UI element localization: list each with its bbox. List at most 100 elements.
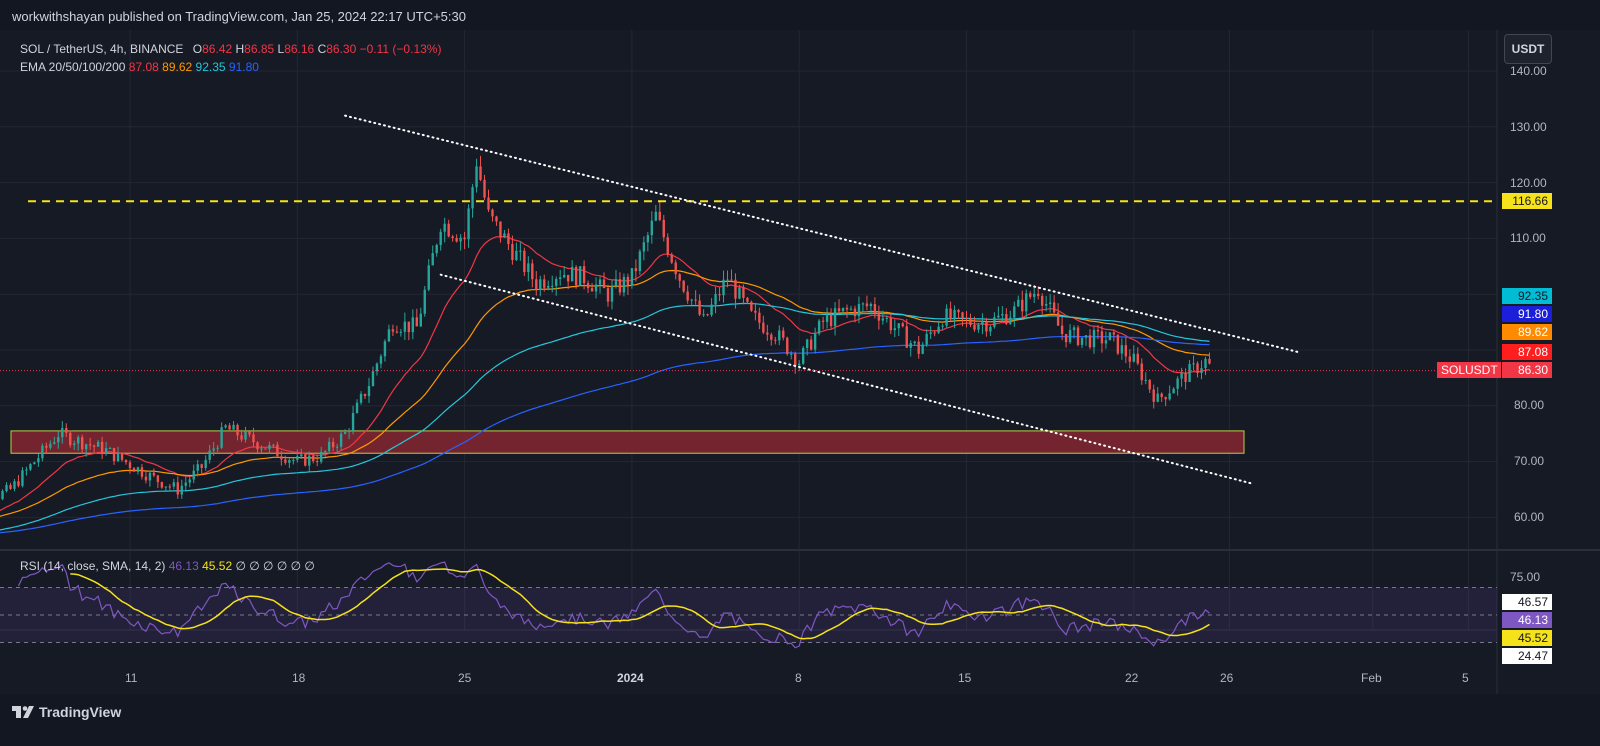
candle-body	[1172, 388, 1175, 394]
candle-body	[829, 315, 833, 327]
candle-body	[140, 467, 144, 477]
candle-body	[1064, 334, 1068, 343]
candle-body	[758, 312, 761, 323]
candle-body	[192, 470, 195, 480]
candle-body	[905, 326, 908, 348]
candle-body	[1037, 293, 1040, 296]
candle-body	[41, 445, 44, 459]
candle-body	[184, 482, 187, 486]
candle-body	[515, 250, 518, 261]
candle-body	[543, 279, 546, 288]
tradingview-logo[interactable]: TradingView	[12, 704, 121, 720]
candle-body	[881, 318, 885, 321]
candle-body	[1084, 335, 1088, 338]
candle-body	[985, 321, 988, 332]
candle-body	[1120, 345, 1124, 354]
rsi-sma-tag: 45.52	[1502, 630, 1552, 646]
candle-body	[475, 166, 478, 188]
candle-body	[1180, 372, 1183, 379]
candle-body	[144, 476, 148, 481]
candle-body	[399, 331, 403, 333]
candle-body	[459, 237, 462, 242]
candle-body	[666, 237, 669, 255]
open-value: 86.42	[202, 42, 233, 56]
candle-body	[439, 231, 442, 245]
candle-body	[1104, 340, 1108, 344]
candle-body	[953, 309, 956, 319]
candle-body	[598, 279, 602, 285]
candle-body	[925, 333, 928, 345]
candle-body	[379, 356, 383, 364]
candle-body	[152, 472, 156, 476]
candle-body	[1044, 303, 1048, 306]
candle-body	[917, 341, 920, 354]
candle-body	[100, 441, 104, 455]
time-tick-label: 2024	[617, 671, 644, 685]
time-tick-label: 26	[1220, 671, 1234, 685]
candle-body	[1013, 306, 1016, 318]
candle-body	[1124, 345, 1128, 357]
candle-body	[487, 197, 490, 210]
candle-body	[702, 314, 705, 316]
time-tick-label: 11	[125, 671, 138, 685]
chart-canvas[interactable]	[0, 30, 1600, 694]
candle-body	[84, 444, 88, 450]
candle-body	[698, 300, 701, 315]
candle-body	[280, 456, 283, 460]
candle-body	[13, 481, 16, 489]
price-tick-label: 130.00	[1510, 120, 1547, 134]
candle-body	[885, 317, 889, 319]
candle-body	[164, 486, 168, 488]
close-value: 86.30	[326, 42, 357, 56]
candle-body	[1068, 330, 1072, 343]
candle-body	[825, 315, 829, 322]
close-label: C	[317, 42, 327, 56]
candle-body	[288, 460, 291, 463]
candle-body	[483, 179, 486, 198]
candle-body	[654, 211, 657, 221]
candle-body	[383, 341, 387, 357]
candle-body	[1188, 364, 1191, 382]
currency-button[interactable]: USDT	[1504, 34, 1552, 64]
rsi-label: RSI (14, close, SMA, 14, 2)	[20, 559, 166, 573]
candle-body	[1136, 353, 1139, 364]
candle-body	[634, 268, 638, 272]
candle-body	[316, 461, 319, 463]
chart-frame[interactable]: SOL / TetherUS, 4h, BINANCE O86.42 H86.8…	[0, 30, 1600, 694]
candle-body	[817, 320, 821, 334]
time-tick-label: 22	[1125, 671, 1139, 685]
candle-body	[1005, 314, 1008, 324]
candle-body	[495, 216, 498, 222]
candle-body	[794, 353, 797, 366]
candle-body	[1176, 378, 1179, 389]
candle-body	[236, 424, 239, 436]
rsi-upper-tag: 46.57	[1502, 594, 1552, 610]
low-label: L	[277, 42, 285, 56]
rsi-sma-line	[70, 568, 1210, 640]
candle-body	[403, 321, 407, 332]
candle-body	[566, 274, 570, 282]
candle-body	[320, 451, 323, 462]
candle-body	[92, 445, 96, 447]
candle-body	[901, 323, 904, 327]
candle-body	[726, 279, 729, 281]
candle-body	[1009, 317, 1012, 324]
candle-body	[762, 322, 765, 333]
ema50-tag: 89.62	[1502, 324, 1552, 340]
publisher-line: workwithshayan published on TradingView.…	[12, 9, 466, 24]
candle-body	[45, 445, 48, 448]
candle-body	[1156, 393, 1159, 402]
candle-body	[471, 187, 474, 209]
candle-body	[957, 309, 960, 313]
candle-body	[292, 459, 295, 461]
candle-body	[5, 485, 8, 491]
candle-body	[562, 274, 566, 278]
candle-body	[395, 331, 399, 333]
candle-body	[479, 166, 482, 180]
candle-body	[224, 425, 227, 428]
candle-body	[770, 334, 773, 340]
candle-body	[706, 314, 709, 316]
tradingview-logo-icon	[12, 706, 34, 718]
ema200-value: 91.80	[228, 60, 259, 74]
candle-body	[156, 475, 160, 483]
